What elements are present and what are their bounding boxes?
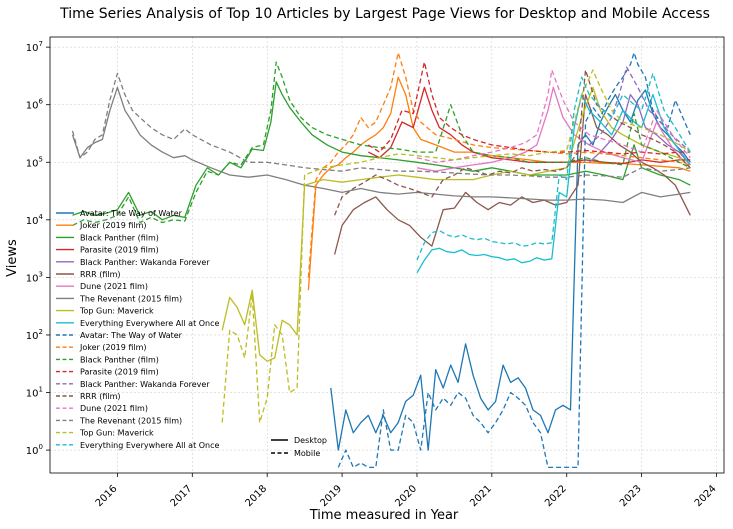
access-legend-entry: Mobile [294, 449, 320, 458]
legend-entry: Black Panther (film) [80, 233, 159, 242]
legend-entry: Everything Everywhere All at Once [80, 441, 220, 450]
series-line-mobile-17 [71, 72, 691, 178]
x-tick-label: 2017 [169, 483, 195, 509]
access-legend-entry: Desktop [294, 436, 327, 445]
series-legend: Avatar: The Way of Water Joker (2019 film… [56, 209, 220, 450]
y-tick-label: 101 [26, 386, 43, 400]
y-tick-label: 105 [26, 155, 43, 169]
series-line-desktop-1 [307, 76, 691, 291]
grid [50, 37, 724, 473]
y-tick-label: 104 [26, 213, 44, 227]
series-line-mobile-11 [307, 52, 691, 278]
series-line-desktop-4 [588, 93, 691, 166]
x-tick-label: 2020 [393, 483, 419, 509]
legend-entry: Dune (2021 film) [80, 404, 148, 413]
series-layer [71, 52, 691, 469]
legend-entry: Black Panther: Wakanda Forever [80, 380, 210, 389]
series-line-mobile-19 [416, 72, 691, 261]
legend-entry: Top Gun: Maverick [79, 307, 154, 316]
chart-title: Time Series Analysis of Top 10 Articles … [59, 6, 710, 22]
series-line-desktop-7 [71, 86, 691, 204]
y-tick-label: 103 [26, 270, 43, 284]
x-tick-label: 2024 [693, 483, 719, 509]
series-line-desktop-2 [72, 81, 691, 221]
x-tick-label: 2021 [468, 483, 494, 509]
legend-entry: Parasite (2019 film) [80, 368, 159, 377]
legend-entry: RRR (film) [80, 392, 121, 401]
series-line-mobile-10 [337, 52, 691, 469]
y-tick-label: 106 [26, 98, 44, 112]
series-line-mobile-15 [333, 69, 691, 216]
access-legend: Desktop Mobile [271, 436, 327, 458]
x-tick-label: 2022 [543, 483, 569, 509]
legend-entry: The Revenant (2015 film) [79, 416, 182, 425]
legend-entry: Top Gun: Maverick [79, 429, 154, 438]
x-tick-label: 2019 [318, 483, 344, 509]
legend-entry: Parasite (2019 film) [80, 246, 159, 255]
plot-frame [49, 36, 725, 474]
legend-entry: Everything Everywhere All at Once [80, 319, 220, 328]
y-tick-label: 102 [26, 328, 43, 342]
x-axis: 2016 2017 2018 2019 2020 2021 2022 2023 2024 [94, 473, 719, 509]
series-line-desktop-8 [221, 86, 691, 362]
series-line-desktop-6 [416, 86, 691, 172]
series-line-mobile-16 [416, 69, 691, 163]
legend-entry: The Revenant (2015 film) [79, 294, 182, 303]
legend-entry: Dune (2021 film) [80, 282, 148, 291]
x-axis-label: Time measured in Year [309, 508, 459, 523]
series-line-mobile-12 [72, 61, 691, 226]
x-tick-label: 2018 [244, 483, 270, 509]
legend-entry: Joker (2019 film) [79, 343, 147, 352]
legend-entry: Avatar: The Way of Water [80, 331, 183, 340]
series-line-desktop-5 [333, 93, 691, 255]
x-tick-label: 2016 [94, 483, 120, 509]
x-tick-label: 2023 [618, 483, 644, 509]
series-line-mobile-13 [367, 61, 691, 155]
legend-entry: RRR (film) [80, 270, 121, 279]
y-axis-label: Views [5, 239, 20, 277]
legend-entry: Avatar: The Way of Water [80, 209, 183, 218]
series-line-desktop-0 [330, 89, 691, 451]
series-line-desktop-9 [416, 93, 691, 274]
series-line-mobile-14 [588, 66, 691, 153]
legend-entry: Black Panther: Wakanda Forever [80, 258, 210, 267]
series-line-desktop-3 [368, 86, 691, 165]
y-tick-label: 107 [26, 40, 43, 54]
y-axis: 100 101 102 103 104 105 106 107 [26, 40, 50, 457]
series-line-mobile-18 [221, 69, 691, 424]
y-tick-label: 100 [26, 443, 43, 457]
legend-entry: Joker (2019 film) [79, 221, 147, 230]
legend-entry: Black Panther (film) [80, 355, 159, 364]
